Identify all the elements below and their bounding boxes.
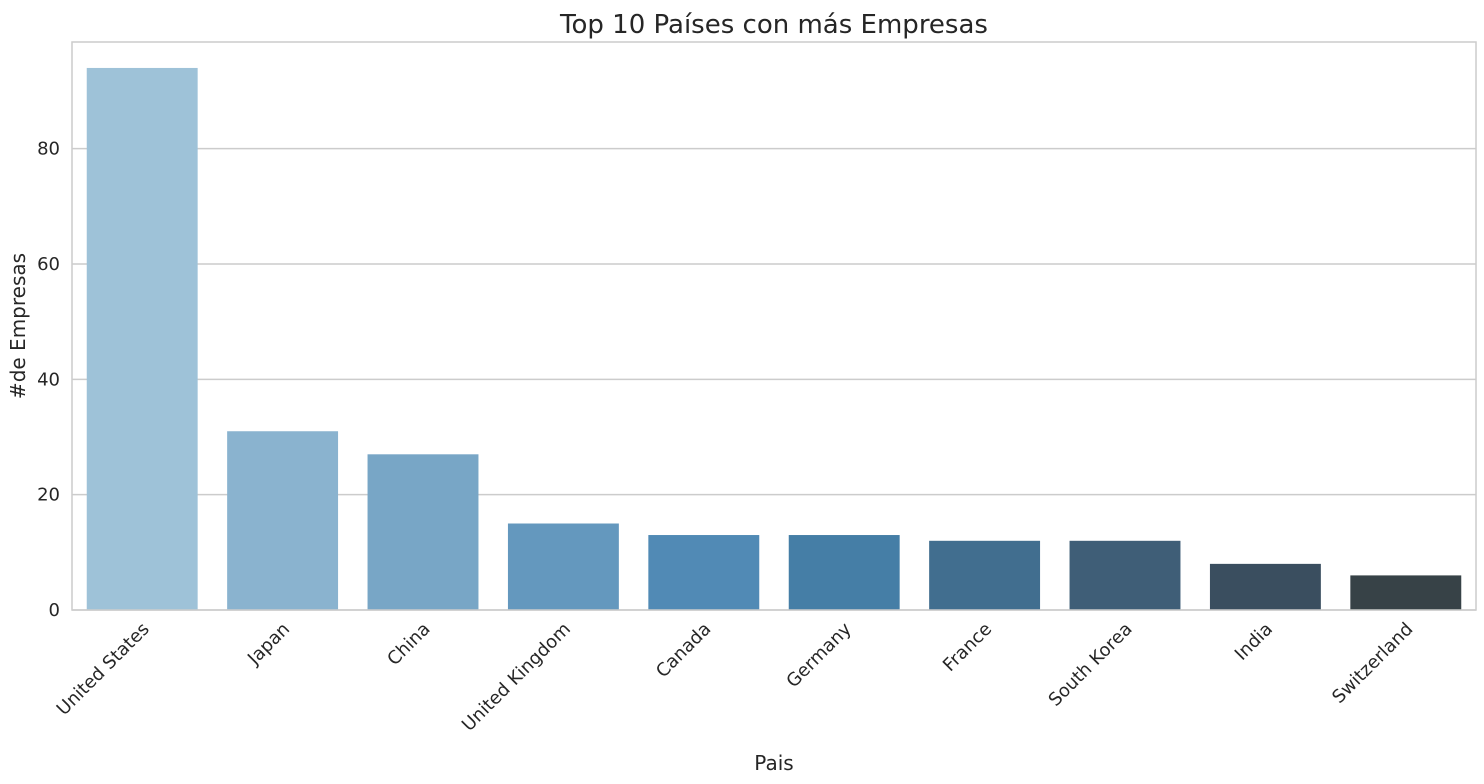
x-tick-label: United States [53,619,154,720]
x-tick-label: Japan [243,619,294,670]
bar-japan [227,431,339,610]
bar-united-states [86,67,198,611]
y-tick-label: 20 [37,485,60,506]
bar-south-korea [1069,540,1181,610]
bar-china [367,454,479,610]
y-tick-labels: 0 20 40 60 80 [37,139,60,621]
x-tick-labels: United States Japan China United Kingdom Can… [53,618,1418,735]
y-tick-label: 0 [49,600,60,621]
x-tick-label: China [383,619,434,670]
bar-germany [788,535,900,610]
bar-switzerland [1350,575,1462,610]
y-axis-title: #de Empresas [6,253,30,399]
bar-india [1209,563,1321,610]
bar-france [929,540,1041,610]
y-tick-label: 80 [37,139,60,160]
bar-canada [648,535,760,610]
x-tick-label: South Korea [1045,619,1137,711]
y-tick-label: 40 [37,369,60,390]
y-tick-label: 60 [37,254,60,275]
x-tick-label: Canada [652,619,715,682]
chart-title: Top 10 Países con más Empresas [559,10,988,40]
plot-frame [71,41,1477,611]
x-axis-title: Pais [754,751,793,775]
x-tick-label: Switzerland [1328,619,1417,708]
x-tick-label: United Kingdom [458,619,575,736]
bars [86,67,1462,611]
x-tick-label: France [939,619,996,676]
x-tick-label: Germany [782,618,856,692]
x-tick-label: India [1231,619,1277,665]
bar-united-kingdom [507,523,619,610]
